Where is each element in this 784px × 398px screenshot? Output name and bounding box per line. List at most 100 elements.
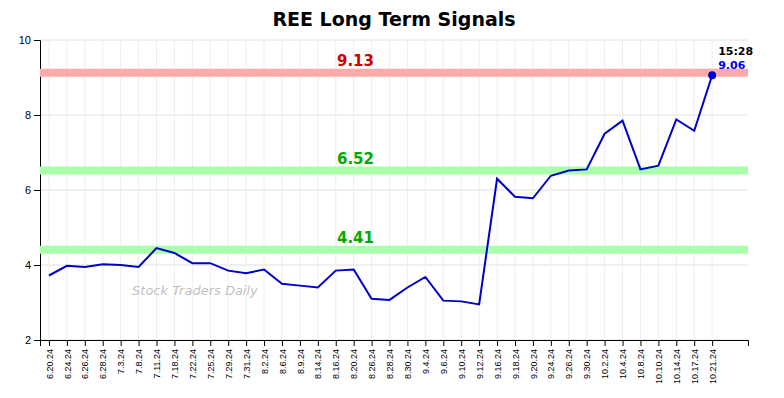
x-tick-label: 9.4.24 xyxy=(421,349,431,374)
y-tick-label: 4 xyxy=(25,259,31,271)
y-tick-label: 10 xyxy=(19,34,31,46)
x-tick: 6.24.24 xyxy=(63,340,73,379)
x-tick: 9.26.24 xyxy=(564,340,574,379)
x-tick: 7.22.24 xyxy=(188,340,198,379)
y-tick-label: 6 xyxy=(25,184,31,196)
y-tick: 4 xyxy=(25,259,40,271)
grid-line-x xyxy=(425,40,426,340)
chart: 6.20.246.24.246.26.246.28.247.3.247.8.24… xyxy=(0,0,784,398)
x-tick-mark xyxy=(587,340,588,346)
grid-line-x xyxy=(550,40,551,340)
x-tick-mark xyxy=(282,340,283,346)
x-tick: 8.26.24 xyxy=(367,340,377,379)
grid-line-x xyxy=(389,40,390,340)
x-tick: 9.16.24 xyxy=(493,340,503,379)
x-tick-label: 7.25.24 xyxy=(206,349,216,379)
x-tick-label: 7.3.24 xyxy=(116,349,126,374)
x-tick-label: 10.10.24 xyxy=(654,349,664,384)
x-tick-label: 7.31.24 xyxy=(242,349,252,379)
y-axis: 246810 xyxy=(19,34,41,346)
x-tick-label: 8.14.24 xyxy=(313,349,323,379)
x-tick-label: 6.24.24 xyxy=(63,349,73,379)
x-tick-mark xyxy=(407,340,408,346)
y-tick: 6 xyxy=(25,184,40,196)
grid-line-y xyxy=(40,40,748,41)
x-tick: 9.20.24 xyxy=(529,340,539,379)
x-tick: 8.9.24 xyxy=(296,340,306,374)
x-tick: 8.30.24 xyxy=(403,340,413,379)
x-tick-mark xyxy=(192,340,193,346)
x-tick-mark xyxy=(479,340,480,346)
x-tick: 6.26.24 xyxy=(80,340,90,379)
grid-line-y xyxy=(40,190,748,191)
x-tick: 9.12.24 xyxy=(475,340,485,379)
x-tick-mark xyxy=(461,340,462,346)
x-tick-mark xyxy=(210,340,211,346)
x-tick: 8.28.24 xyxy=(385,340,395,379)
x-tick: 10.14.24 xyxy=(672,340,682,384)
x-tick-label: 10.17.24 xyxy=(690,349,700,384)
last-point xyxy=(708,71,716,79)
x-tick-mark xyxy=(103,340,104,346)
x-axis-line xyxy=(41,341,749,347)
x-tick-label: 6.20.24 xyxy=(45,349,55,379)
x-tick-mark xyxy=(49,340,50,346)
x-tick-label: 8.28.24 xyxy=(385,349,395,379)
x-tick-label: 8.16.24 xyxy=(331,349,341,379)
x-tick: 7.11.24 xyxy=(152,340,162,378)
x-tick-mark xyxy=(228,340,229,346)
x-tick-mark xyxy=(85,340,86,346)
grid-line-x xyxy=(299,40,300,340)
x-tick-mark xyxy=(623,340,624,346)
x-tick: 7.29.24 xyxy=(224,340,234,379)
grid-line-x xyxy=(532,40,533,340)
x-tick: 6.20.24 xyxy=(45,340,55,379)
x-tick: 7.31.24 xyxy=(242,340,252,379)
reference-line xyxy=(40,167,748,175)
annotation: 9.06 xyxy=(718,59,745,72)
x-tick: 8.14.24 xyxy=(313,340,323,379)
x-tick-label: 7.8.24 xyxy=(134,349,144,374)
x-tick-mark xyxy=(658,340,659,346)
x-tick-mark xyxy=(354,340,355,346)
grid-line-x xyxy=(604,40,605,340)
y-tick-mark xyxy=(34,340,40,341)
x-tick-mark xyxy=(676,340,677,346)
y-tick-mark xyxy=(34,265,40,266)
grid-line-x xyxy=(461,40,462,340)
x-tick-label: 10.4.24 xyxy=(618,349,628,379)
x-tick-mark xyxy=(264,340,265,346)
annotation: 15:28 xyxy=(718,45,753,58)
x-tick-label: 7.11.24 xyxy=(152,349,162,378)
grid-line-x xyxy=(371,40,372,340)
x-tick-mark xyxy=(497,340,498,346)
grid-line-x xyxy=(497,40,498,340)
grid-line-x xyxy=(335,40,336,340)
y-tick: 10 xyxy=(19,34,40,46)
reference-line xyxy=(40,69,748,77)
x-tick-mark xyxy=(246,340,247,346)
x-tick: 9.24.24 xyxy=(546,340,556,379)
y-tick-mark xyxy=(34,115,40,116)
grid-line-x xyxy=(514,40,515,340)
x-tick-label: 7.29.24 xyxy=(224,349,234,379)
x-tick-mark xyxy=(694,340,695,346)
x-tick-label: 8.2.24 xyxy=(260,349,270,374)
x-tick-label: 9.24.24 xyxy=(546,349,556,379)
x-tick-label: 9.30.24 xyxy=(582,349,592,379)
x-tick: 10.2.24 xyxy=(600,340,610,379)
grid-line-x xyxy=(281,40,282,340)
x-tick-mark xyxy=(318,340,319,346)
x-tick-mark xyxy=(157,340,158,346)
x-tick-label: 10.21.24 xyxy=(708,349,718,384)
x-tick-label: 9.12.24 xyxy=(475,349,485,379)
x-tick-mark xyxy=(551,340,552,346)
grid-line-x xyxy=(694,40,695,340)
grid-line-x xyxy=(443,40,444,340)
x-tick-mark xyxy=(139,340,140,346)
x-tick-mark xyxy=(174,340,175,346)
x-tick: 7.25.24 xyxy=(206,340,216,379)
grid-line-y xyxy=(40,115,748,116)
labels: 9.136.524.4115:289.06Stock Traders Daily xyxy=(132,45,753,298)
grid-line-x xyxy=(66,40,67,340)
